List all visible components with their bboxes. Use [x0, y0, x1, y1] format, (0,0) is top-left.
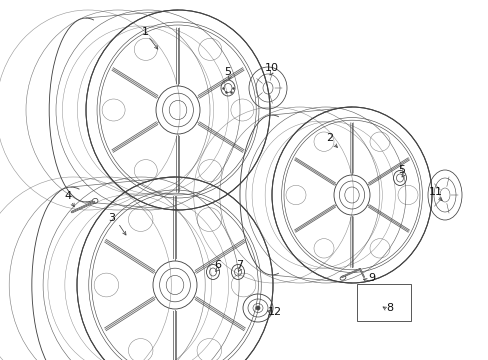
Text: 1: 1: [141, 27, 148, 37]
Text: 8: 8: [386, 303, 393, 313]
Text: 10: 10: [264, 63, 279, 73]
Text: 11: 11: [428, 187, 442, 197]
Ellipse shape: [339, 276, 345, 280]
Text: 5: 5: [224, 67, 231, 77]
Ellipse shape: [92, 198, 98, 204]
Text: 12: 12: [267, 307, 282, 317]
Text: 9: 9: [367, 273, 375, 283]
Text: 3: 3: [108, 213, 115, 223]
Ellipse shape: [256, 306, 260, 310]
Text: 6: 6: [214, 260, 221, 270]
Text: 5: 5: [398, 165, 405, 175]
Text: 7: 7: [236, 260, 243, 270]
Text: 4: 4: [64, 191, 71, 201]
Text: 2: 2: [326, 133, 333, 143]
